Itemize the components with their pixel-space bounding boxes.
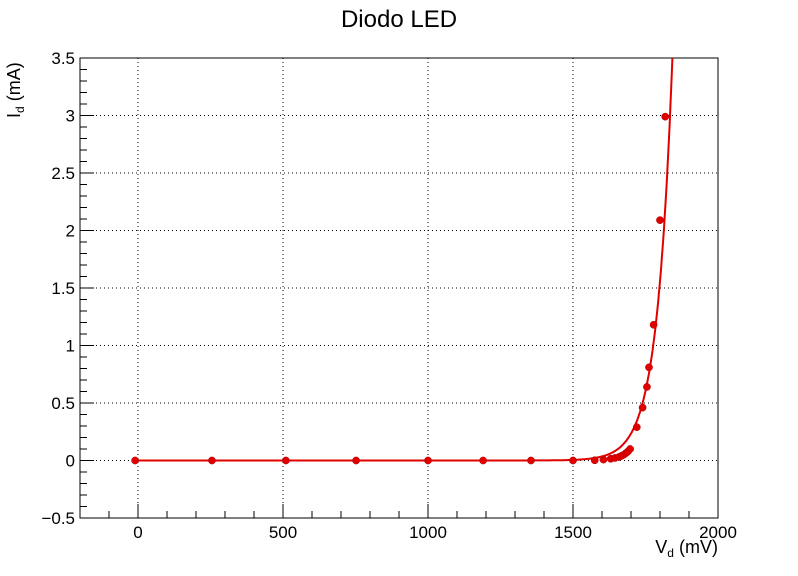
- data-point: [131, 456, 139, 465]
- y-axis-label-wrap: Id (mA): [4, 56, 27, 126]
- data-point: [527, 456, 535, 465]
- data-point: [424, 456, 432, 465]
- y-tick-label: 1: [66, 337, 75, 356]
- x-tick-label: 1500: [554, 523, 592, 542]
- y-tick-label: 3: [66, 107, 75, 126]
- data-point: [590, 456, 599, 465]
- data-point: [569, 456, 577, 465]
- data-point: [282, 456, 290, 465]
- data-point: [208, 456, 216, 465]
- y-tick-label: 0: [66, 452, 75, 471]
- data-point: [661, 112, 670, 121]
- x-axis-label: Vd (mV): [655, 537, 718, 560]
- y-axis-label: Id (mA): [4, 62, 27, 118]
- x-tick-label: 1000: [409, 523, 447, 542]
- x-tick-label: 2000: [699, 523, 737, 542]
- data-point: [626, 445, 634, 453]
- data-point: [643, 383, 651, 391]
- data-point: [599, 455, 608, 464]
- y-tick-label: 0.5: [51, 394, 75, 413]
- y-tick-label: −0.5: [41, 509, 75, 528]
- y-tick-label: 2: [66, 222, 75, 241]
- x-tick-label: 500: [269, 523, 297, 542]
- x-tick-label: 0: [133, 523, 142, 542]
- chart-title: Diodo LED: [340, 6, 458, 33]
- data-point: [352, 456, 360, 465]
- data-point: [479, 456, 487, 465]
- data-point: [645, 363, 653, 372]
- data-point: [632, 423, 641, 431]
- fit-curve: [135, 57, 674, 462]
- data-point: [656, 216, 664, 224]
- plot-frame: [79, 57, 719, 519]
- y-tick-label: 2.5: [51, 164, 75, 183]
- data-point: [649, 320, 658, 329]
- data-point: [638, 403, 647, 412]
- y-tick-label: 1.5: [51, 279, 75, 298]
- y-tick-label: 3.5: [51, 49, 75, 68]
